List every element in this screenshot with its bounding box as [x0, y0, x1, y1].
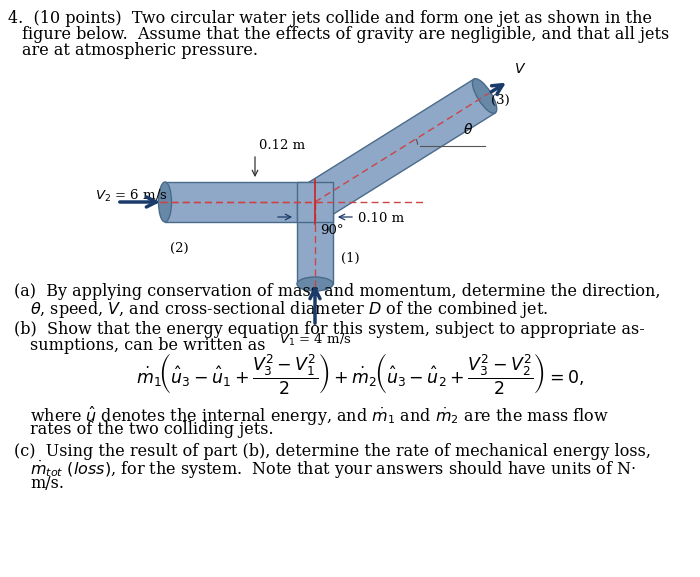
- Text: $V_1$ = 4 m/s: $V_1$ = 4 m/s: [279, 332, 351, 348]
- Text: (1): (1): [341, 252, 360, 265]
- Text: m/s.: m/s.: [30, 475, 64, 492]
- Text: 4.  (10 points)  Two circular water jets collide and form one jet as shown in th: 4. (10 points) Two circular water jets c…: [8, 10, 652, 27]
- Text: figure below.  Assume that the effects of gravity are negligible, and that all j: figure below. Assume that the effects of…: [22, 26, 669, 43]
- Text: sumptions, can be written as: sumptions, can be written as: [30, 337, 265, 354]
- Ellipse shape: [158, 182, 172, 222]
- Text: (2): (2): [170, 242, 188, 255]
- Text: 0.10 m: 0.10 m: [358, 212, 404, 224]
- Text: $V_2$ = 6 m/s: $V_2$ = 6 m/s: [95, 188, 167, 204]
- Text: (a)  By applying conservation of mass and momentum, determine the direction,: (a) By applying conservation of mass and…: [14, 283, 661, 300]
- Text: rates of the two colliding jets.: rates of the two colliding jets.: [30, 421, 274, 438]
- Text: are at atmospheric pressure.: are at atmospheric pressure.: [22, 42, 258, 59]
- Text: 90°: 90°: [320, 224, 344, 237]
- Text: where $\hat{u}$ denotes the internal energy, and $\dot{m}_1$ and $\dot{m}_2$ are: where $\hat{u}$ denotes the internal ene…: [30, 405, 609, 428]
- Text: $V$: $V$: [514, 62, 526, 76]
- Polygon shape: [304, 79, 495, 219]
- Text: $\dot{m}_1\!\left(\hat{u}_3-\hat{u}_1+\dfrac{V_3^2-V_1^2}{2}\right)+\dot{m}_2\!\: $\dot{m}_1\!\left(\hat{u}_3-\hat{u}_1+\d…: [136, 350, 584, 395]
- Polygon shape: [165, 182, 315, 222]
- Text: (b)  Show that the energy equation for this system, subject to appropriate as-: (b) Show that the energy equation for th…: [14, 321, 645, 338]
- Ellipse shape: [297, 277, 333, 291]
- Text: $\theta$, speed, $V$, and cross-sectional diameter $D$ of the combined jet.: $\theta$, speed, $V$, and cross-sectiona…: [30, 299, 548, 320]
- Text: (3): (3): [491, 94, 510, 107]
- Polygon shape: [297, 202, 333, 284]
- Polygon shape: [297, 182, 333, 222]
- Text: $\theta$: $\theta$: [463, 122, 473, 137]
- Text: (c)  Using the result of part (b), determine the rate of mechanical energy loss,: (c) Using the result of part (b), determ…: [14, 443, 651, 460]
- Ellipse shape: [473, 78, 497, 113]
- Text: 0.12 m: 0.12 m: [259, 139, 305, 152]
- Text: $\dot{m}_{tot}$ $(loss)$, for the system.  Note that your answers should have un: $\dot{m}_{tot}$ $(loss)$, for the system…: [30, 459, 636, 481]
